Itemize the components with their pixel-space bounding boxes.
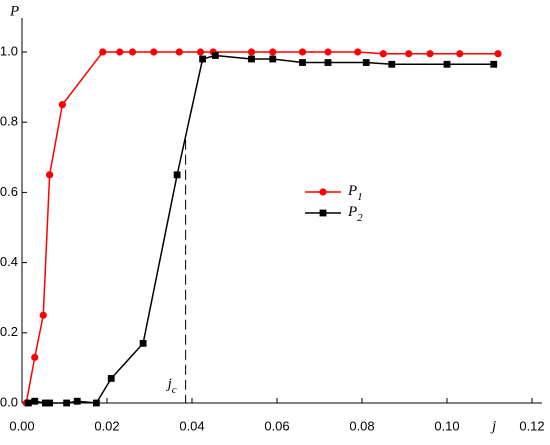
data-point <box>299 59 306 66</box>
legend-marker <box>319 188 327 196</box>
y-axis-label: P <box>9 3 19 19</box>
y-tick-label: 0.8 <box>0 114 18 129</box>
x-tick-label: 0.02 <box>94 418 119 433</box>
data-point <box>41 399 49 407</box>
data-point <box>354 48 362 56</box>
data-point <box>269 48 277 56</box>
data-point <box>388 60 396 68</box>
x-tick-label: 0.06 <box>264 418 289 433</box>
data-point <box>196 48 205 56</box>
y-tick-label: 1.0 <box>0 43 18 58</box>
data-point <box>92 399 100 407</box>
data-point <box>362 59 370 66</box>
x-axis-label: j <box>490 418 496 434</box>
series-line <box>25 51 498 404</box>
data-point <box>324 48 332 56</box>
data-point <box>443 60 451 68</box>
data-point <box>99 48 107 56</box>
legend-marker <box>319 209 327 217</box>
data-point <box>173 171 181 179</box>
data-point <box>128 48 137 56</box>
x-tick-label: 0.12 <box>519 418 544 433</box>
data-point <box>405 50 413 58</box>
data-point <box>63 399 71 407</box>
data-point <box>46 399 54 407</box>
data-point <box>116 48 124 56</box>
data-point <box>298 48 307 56</box>
data-point <box>107 375 115 382</box>
data-point <box>24 399 32 407</box>
annotation-label: jc <box>166 376 177 395</box>
y-tick-label: 0.0 <box>0 394 18 409</box>
y-tick-label: 0.4 <box>0 254 18 269</box>
data-point <box>494 50 502 58</box>
data-point <box>269 55 277 63</box>
data-point <box>31 353 39 361</box>
data-point <box>175 48 183 56</box>
data-point <box>324 59 332 66</box>
legend-label: P1 <box>347 183 363 202</box>
data-point <box>426 50 434 58</box>
data-point <box>58 101 66 109</box>
y-tick-label: 0.2 <box>0 324 18 339</box>
data-point <box>150 48 158 56</box>
data-point <box>248 55 255 63</box>
data-point <box>46 171 54 179</box>
y-tick-label: 0.6 <box>0 184 18 199</box>
series-line <box>28 54 494 404</box>
data-point <box>73 397 81 405</box>
data-point <box>211 52 219 59</box>
data-point <box>39 311 47 319</box>
legend-label: P2 <box>347 204 363 223</box>
data-point <box>490 60 498 68</box>
data-point <box>456 50 464 58</box>
x-tick-label: 0.00 <box>9 418 34 433</box>
data-point <box>199 55 207 63</box>
data-point <box>139 339 147 347</box>
data-point <box>379 50 387 58</box>
x-tick-label: 0.10 <box>434 418 459 433</box>
data-point <box>247 48 256 56</box>
x-tick-label: 0.04 <box>179 418 204 433</box>
x-tick-label: 0.08 <box>349 418 374 433</box>
data-point <box>31 397 39 405</box>
